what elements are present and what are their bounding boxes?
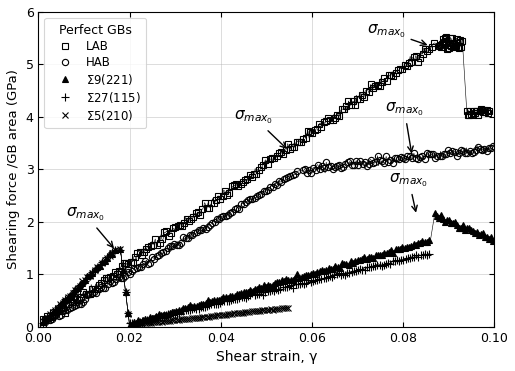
HAB xyxy=(51,314,57,318)
LAB xyxy=(125,262,131,267)
$\Sigma$9(221) xyxy=(126,323,132,327)
$\Sigma$9(221) xyxy=(187,303,193,307)
$\Sigma$9(221) xyxy=(40,319,46,324)
HAB xyxy=(491,141,497,146)
HAB xyxy=(430,152,436,156)
$\Sigma$27(115) xyxy=(256,292,262,296)
$\Sigma$27(115) xyxy=(307,279,314,284)
$\Sigma$27(115) xyxy=(427,252,434,256)
$\Sigma$27(115) xyxy=(157,315,163,319)
HAB xyxy=(40,323,46,327)
HAB xyxy=(429,152,435,157)
$\Sigma$27(115) xyxy=(190,305,196,309)
$\Sigma$5(210) xyxy=(138,321,144,326)
LAB xyxy=(40,317,46,322)
$\Sigma$9(221) xyxy=(284,278,290,282)
$\Sigma$9(221) xyxy=(491,236,497,240)
$\Sigma$5(210) xyxy=(266,308,272,312)
$\Sigma$5(210) xyxy=(286,305,292,310)
$\Sigma$5(210) xyxy=(126,323,132,327)
$\Sigma$9(221) xyxy=(432,211,438,215)
$\Sigma$27(115) xyxy=(232,297,238,301)
$\Sigma$5(210) xyxy=(113,247,119,251)
HAB xyxy=(125,270,131,274)
$\Sigma$27(115) xyxy=(40,321,46,325)
$\Sigma$5(210) xyxy=(220,312,227,317)
Line: LAB: LAB xyxy=(40,34,493,325)
$\Sigma$27(115) xyxy=(113,247,119,252)
Text: $\sigma_{max_0}$: $\sigma_{max_0}$ xyxy=(389,171,428,211)
Y-axis label: Shearing force /GB area (GPa): Shearing force /GB area (GPa) xyxy=(7,69,20,269)
$\Sigma$5(210) xyxy=(75,286,81,290)
LAB xyxy=(406,60,412,65)
LAB xyxy=(484,108,490,113)
HAB xyxy=(218,214,225,219)
Line: $\Sigma$27(115): $\Sigma$27(115) xyxy=(39,246,434,328)
Text: $\sigma_{max_0}$: $\sigma_{max_0}$ xyxy=(234,108,286,148)
LAB xyxy=(41,319,47,324)
Line: HAB: HAB xyxy=(40,141,497,328)
LAB xyxy=(325,116,331,121)
Line: $\Sigma$5(210): $\Sigma$5(210) xyxy=(40,246,292,328)
LAB xyxy=(97,279,104,284)
LAB xyxy=(476,109,483,113)
$\Sigma$9(221) xyxy=(298,273,304,278)
$\Sigma$9(221) xyxy=(398,247,404,251)
$\Sigma$5(210) xyxy=(40,318,46,323)
LAB xyxy=(443,35,450,39)
HAB xyxy=(228,209,234,213)
$\Sigma$5(210) xyxy=(152,320,158,324)
Text: $\sigma_{max_0}$: $\sigma_{max_0}$ xyxy=(367,22,426,45)
$\Sigma$9(221) xyxy=(265,282,271,287)
Text: $\sigma_{max_0}$: $\sigma_{max_0}$ xyxy=(385,101,424,152)
X-axis label: Shear strain, γ: Shear strain, γ xyxy=(216,350,317,364)
$\Sigma$27(115) xyxy=(173,310,179,314)
Line: $\Sigma$9(221): $\Sigma$9(221) xyxy=(40,210,497,328)
$\Sigma$5(210) xyxy=(99,261,106,266)
$\Sigma$27(115) xyxy=(132,322,138,326)
Legend: LAB, HAB, $\Sigma$9(221), $\Sigma$27(115), $\Sigma$5(210): LAB, HAB, $\Sigma$9(221), $\Sigma$27(115… xyxy=(44,18,146,128)
LAB xyxy=(487,107,493,111)
$\Sigma$9(221) xyxy=(308,272,315,276)
Text: $\sigma_{max_0}$: $\sigma_{max_0}$ xyxy=(66,206,113,247)
